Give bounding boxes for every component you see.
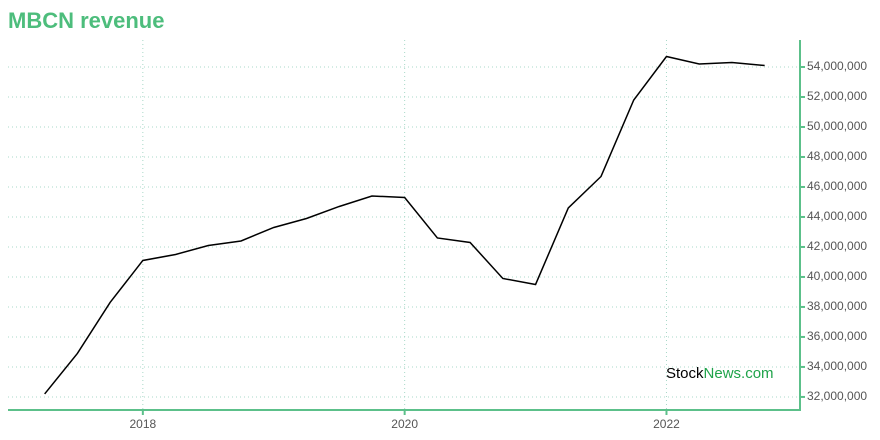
y-tick-label: 52,000,000 <box>807 89 867 103</box>
chart-title: MBCN revenue <box>8 8 164 33</box>
x-tick-label: 2020 <box>391 417 418 431</box>
watermark-part: News.com <box>704 365 774 382</box>
y-tick-label: 32,000,000 <box>807 389 867 403</box>
y-tick-label: 34,000,000 <box>807 359 867 373</box>
x-tick-label: 2022 <box>653 417 680 431</box>
watermark-part: Stock <box>666 365 704 382</box>
x-tick-label: 2018 <box>129 417 156 431</box>
y-tick-label: 50,000,000 <box>807 119 867 133</box>
y-tick-label: 36,000,000 <box>807 329 867 343</box>
y-tick-label: 42,000,000 <box>807 239 867 253</box>
watermark: StockNews.com <box>666 365 774 382</box>
y-tick-label: 48,000,000 <box>807 149 867 163</box>
line-series <box>44 55 765 395</box>
y-tick-label: 40,000,000 <box>807 269 867 283</box>
plot: 32,000,000 34,000,000 36,000,000 38,000,000… <box>8 40 867 431</box>
y-tick-label: 44,000,000 <box>807 209 867 223</box>
y-tick-label: 54,000,000 <box>807 59 867 73</box>
y-tick-label: 46,000,000 <box>807 179 867 193</box>
y-tick-label: 38,000,000 <box>807 299 867 313</box>
